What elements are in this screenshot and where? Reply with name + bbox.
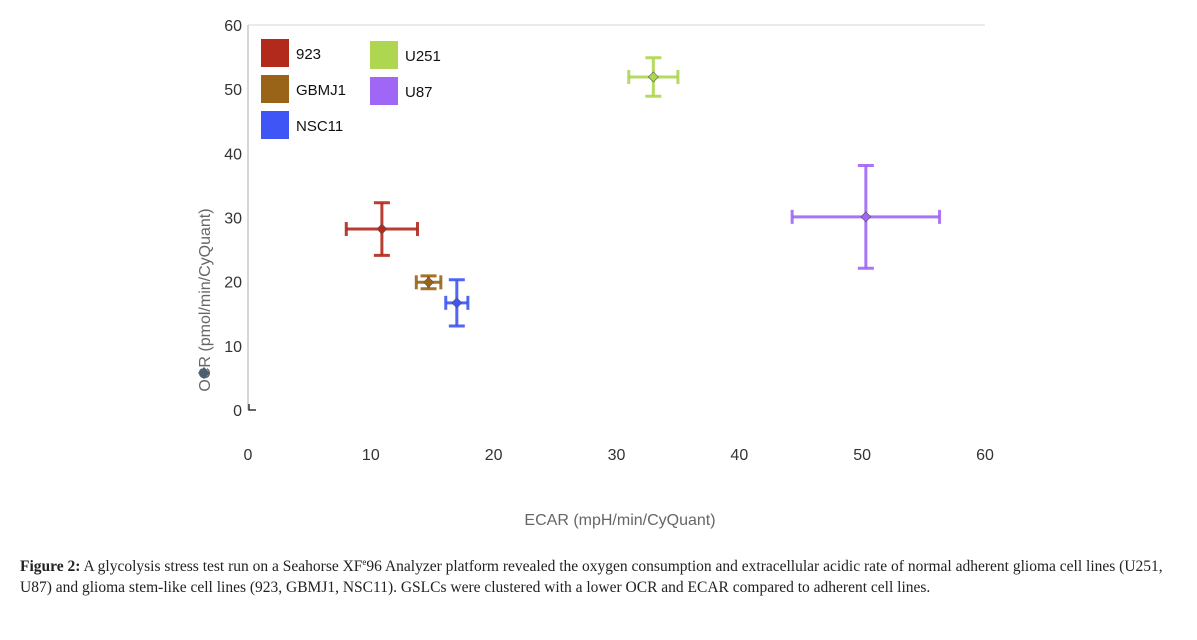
data-point-marker [860, 211, 872, 223]
legend-item-u251: U251 [370, 41, 441, 69]
y-tick-label: 10 [224, 339, 242, 356]
legend-label: 923 [296, 46, 321, 63]
legend-swatch [261, 75, 289, 103]
data-point-nsc11 [444, 278, 470, 328]
legend-label: NSC11 [296, 118, 343, 135]
y-tick-label: 30 [224, 211, 242, 228]
x-tick-label: 30 [608, 447, 626, 464]
legend-label: GBMJ1 [296, 82, 346, 99]
y-tick-label: 20 [224, 275, 242, 292]
caption-text-1: A glycolysis stress test run on a Seahor… [80, 558, 363, 576]
origin-mark [248, 404, 256, 411]
legend-swatch [370, 41, 398, 69]
x-tick-label: 60 [976, 447, 994, 464]
data-point-u87 [790, 164, 942, 270]
y-tick-label: 50 [224, 82, 242, 99]
y-axis-label: OCR (pmol/min/CyQuant) [197, 208, 214, 391]
legend-item-u87: U87 [370, 77, 433, 105]
y-tick-label: 0 [233, 403, 242, 420]
legend-label: U87 [405, 84, 433, 101]
x-tick-label: 0 [244, 447, 253, 464]
caption-label: Figure 2: [20, 558, 81, 576]
x-tick-label: 40 [730, 447, 748, 464]
caption-text-2: 96 Analyzer platform revealed the oxygen… [20, 558, 1163, 597]
y-tick-label: 60 [224, 18, 242, 35]
legend-swatch [261, 111, 289, 139]
y-tick-label: 40 [224, 146, 242, 163]
data-point-923 [344, 201, 420, 257]
legend-swatch [370, 77, 398, 105]
data-point-marker [376, 223, 388, 235]
x-tick-label: 20 [485, 447, 503, 464]
y-axis-diamond-icon [198, 367, 210, 379]
legend-item-nsc11: NSC11 [261, 111, 343, 139]
x-tick-label: 50 [853, 447, 871, 464]
caption-sup: e [362, 557, 367, 567]
data-point-marker [423, 276, 434, 288]
data-point-marker [647, 71, 659, 83]
legend-item-923: 923 [261, 39, 321, 67]
x-axis-label: ECAR (mpH/min/CyQuant) [524, 512, 715, 529]
data-point-gbmj1 [414, 274, 443, 291]
legend-swatch [261, 39, 289, 67]
x-tick-label: 10 [362, 447, 380, 464]
legend-item-gbmj1: GBMJ1 [261, 75, 346, 103]
legend-label: U251 [405, 48, 441, 65]
data-point-marker [451, 297, 463, 309]
data-point-u251 [627, 56, 680, 98]
figure-caption: Figure 2: A glycolysis stress test run o… [20, 552, 1180, 598]
